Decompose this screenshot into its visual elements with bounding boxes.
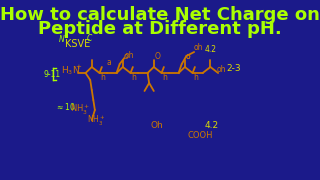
Text: +: + <box>76 64 81 70</box>
Text: 4.2: 4.2 <box>205 121 219 130</box>
Text: h: h <box>162 73 167 82</box>
Text: O: O <box>155 52 160 61</box>
Text: h: h <box>193 73 198 82</box>
Text: oh: oh <box>217 65 226 74</box>
Text: h: h <box>100 73 105 82</box>
Text: o: o <box>124 52 128 61</box>
Text: o: o <box>186 52 190 61</box>
Text: Oh: Oh <box>151 121 164 130</box>
Text: 9-11: 9-11 <box>44 69 61 78</box>
Text: NH$_3^+$: NH$_3^+$ <box>70 102 90 116</box>
Text: a: a <box>107 58 111 67</box>
Text: h: h <box>131 73 136 82</box>
Text: o: o <box>186 52 190 61</box>
Text: oh: oh <box>124 51 134 60</box>
Text: COOH: COOH <box>187 131 212 140</box>
Text: Peptide at Different pH.: Peptide at Different pH. <box>38 20 282 38</box>
Text: $\approx$10: $\approx$10 <box>55 101 76 112</box>
Text: 4.2: 4.2 <box>204 45 216 54</box>
Text: H$_3$N: H$_3$N <box>61 65 80 77</box>
Text: How to calculate Net Charge on: How to calculate Net Charge on <box>0 6 320 24</box>
Text: N: N <box>59 35 65 44</box>
Text: 2-3: 2-3 <box>227 64 241 73</box>
Text: oh: oh <box>194 43 204 52</box>
Text: NH$_3^+$: NH$_3^+$ <box>87 114 105 129</box>
Text: C: C <box>87 34 92 43</box>
Text: KSVE: KSVE <box>65 39 91 49</box>
